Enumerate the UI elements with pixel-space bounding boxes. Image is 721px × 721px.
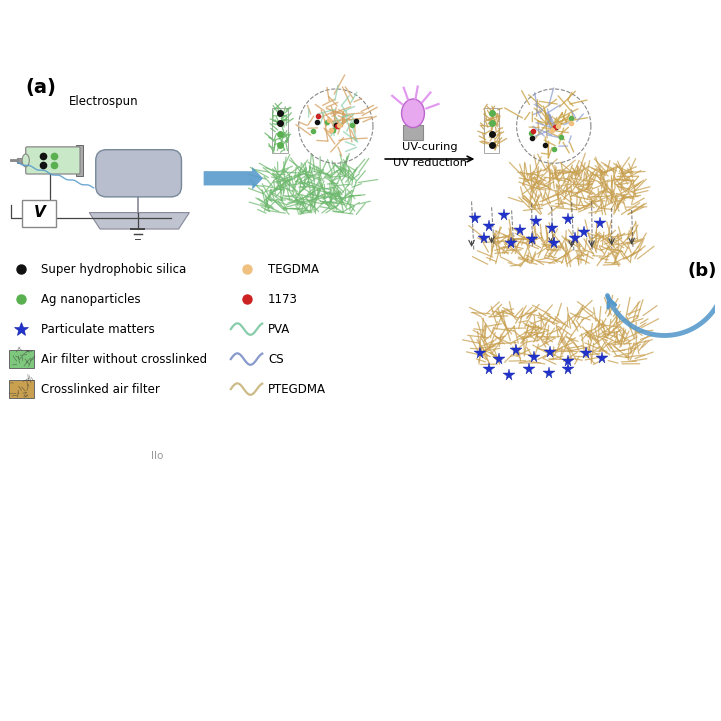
Text: PTEGDMA: PTEGDMA [268, 383, 326, 396]
Bar [484, 108, 500, 153]
Text: Super hydrophobic silica: Super hydrophobic silica [41, 262, 187, 275]
Text: (a): (a) [25, 78, 56, 97]
FancyBboxPatch shape [26, 147, 80, 174]
Bar [9, 350, 35, 368]
Text: Particulate matters: Particulate matters [41, 322, 155, 335]
Bar [273, 108, 288, 153]
Polygon shape [89, 213, 190, 229]
Text: Crosslinked air filter: Crosslinked air filter [41, 383, 160, 396]
FancyArrow shape [203, 167, 263, 190]
Text: UV-curing: UV-curing [402, 142, 458, 151]
Bar [403, 125, 423, 141]
Text: CS: CS [268, 353, 283, 366]
Ellipse shape [402, 99, 425, 128]
Text: UV reduction: UV reduction [393, 158, 467, 168]
Text: Electrospun: Electrospun [68, 95, 138, 108]
Text: Air filter without crosslinked: Air filter without crosslinked [41, 353, 208, 366]
Text: V: V [33, 205, 45, 220]
Bar [76, 145, 83, 176]
Bar [9, 380, 35, 399]
Text: Ag nanoparticles: Ag nanoparticles [41, 293, 141, 306]
Text: PVA: PVA [268, 322, 290, 335]
Text: llo: llo [151, 451, 164, 461]
Text: 1173: 1173 [268, 293, 298, 306]
FancyBboxPatch shape [22, 200, 56, 227]
Bar [17, 158, 28, 163]
FancyBboxPatch shape [96, 150, 182, 197]
Text: TEGDMA: TEGDMA [268, 262, 319, 275]
Text: (b): (b) [687, 262, 717, 280]
Ellipse shape [22, 154, 30, 167]
